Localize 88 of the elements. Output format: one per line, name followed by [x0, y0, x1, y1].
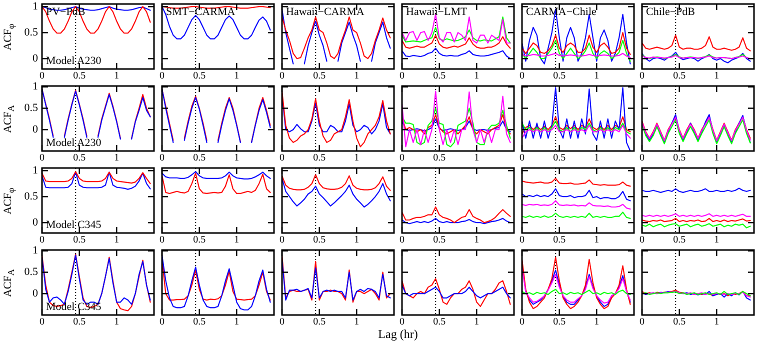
- x-tick-label: 0.5: [73, 70, 86, 82]
- x-tick-label: 0.5: [433, 152, 446, 164]
- x-tick-label: 1: [594, 152, 600, 164]
- x-tick-label: 0.5: [433, 70, 446, 82]
- x-tick-label: 1: [114, 70, 120, 82]
- x-tick-label: 1: [714, 234, 720, 246]
- x-tick-label: 0: [280, 316, 284, 328]
- x-tick-label: 0.5: [673, 70, 686, 82]
- chart-title: SMT−CARMA: [166, 6, 236, 18]
- x-tick-label: 0: [520, 316, 524, 328]
- y-tick-label: 0.5: [24, 190, 38, 202]
- annotation: Model A230: [46, 55, 102, 67]
- chart-title: Chile−PdB: [646, 6, 695, 18]
- x-tick-label: 0: [520, 152, 524, 164]
- y-tick-label: 1: [32, 244, 38, 257]
- x-tick-label: 0: [400, 316, 404, 328]
- chart-title: Hawaii−CARMA: [286, 6, 364, 18]
- x-tick-label: 0.5: [313, 152, 326, 164]
- x-tick-label: 0: [160, 70, 164, 82]
- x-tick-label: 0: [280, 234, 284, 246]
- x-tick-label: 1: [594, 234, 600, 246]
- x-tick-label: 1: [234, 316, 240, 328]
- x-tick-label: 0: [400, 234, 404, 246]
- x-tick-label: 0.5: [673, 234, 686, 246]
- x-tick-label: 0: [280, 152, 284, 164]
- x-tick-label: 1: [474, 152, 480, 164]
- x-tick-label: 0.5: [73, 316, 86, 328]
- x-tick-label: 1: [114, 234, 120, 246]
- y-tick-label: 0.5: [24, 266, 38, 278]
- x-tick-label: 1: [594, 316, 600, 328]
- x-tick-label: 0.5: [553, 316, 566, 328]
- x-tick-label: 0: [400, 152, 404, 164]
- x-tick-label: 1: [474, 316, 480, 328]
- x-tick-label: 0: [520, 234, 524, 246]
- x-tick-label: 0: [160, 152, 164, 164]
- x-tick-label: 0: [160, 316, 164, 328]
- x-tick-label: 0.5: [313, 70, 326, 82]
- y-tick-label: 0: [32, 216, 38, 228]
- x-tick-label: 0.5: [553, 152, 566, 164]
- chart-title: Hawaii−LMT: [406, 6, 468, 18]
- x-tick-label: 0.5: [553, 234, 566, 246]
- x-tick-label: 1: [354, 152, 360, 164]
- x-tick-label: 0.5: [73, 234, 86, 246]
- x-tick-label: 0.5: [193, 234, 206, 246]
- annotation: Model C345: [46, 219, 102, 231]
- x-axis-title: Lag (hr): [378, 327, 418, 342]
- x-tick-label: 1: [114, 316, 120, 328]
- y-tick-label: 0: [32, 124, 38, 136]
- x-tick-label: 0.5: [433, 316, 446, 328]
- x-tick-label: 0.5: [313, 234, 326, 246]
- x-tick-label: 1: [114, 152, 120, 164]
- x-tick-label: 0.5: [193, 70, 206, 82]
- x-tick-label: 1: [714, 152, 720, 164]
- y-tick-label: 1: [32, 164, 38, 176]
- x-tick-label: 0: [280, 70, 284, 82]
- x-tick-label: 0: [520, 70, 524, 82]
- x-tick-label: 1: [714, 70, 720, 82]
- x-tick-label: 0: [640, 70, 644, 82]
- x-tick-label: 0: [640, 316, 644, 328]
- x-tick-label: 0.5: [313, 316, 326, 328]
- x-tick-label: 0.5: [73, 152, 86, 164]
- x-tick-label: 0.5: [193, 316, 206, 328]
- x-tick-label: 1: [474, 70, 480, 82]
- x-tick-label: 0.5: [193, 152, 206, 164]
- x-tick-label: 1: [474, 234, 480, 246]
- x-tick-label: 0: [160, 234, 164, 246]
- x-tick-label: 0: [640, 234, 644, 246]
- x-tick-label: 1: [234, 152, 240, 164]
- x-tick-label: 1: [354, 70, 360, 82]
- x-tick-label: 1: [594, 70, 600, 82]
- x-tick-label: 0.5: [673, 316, 686, 328]
- x-tick-label: 0: [400, 70, 404, 82]
- x-tick-label: 0.5: [433, 234, 446, 246]
- x-tick-label: 0.5: [673, 152, 686, 164]
- y-tick-label: 1: [32, 0, 38, 12]
- y-tick-label: 0.5: [24, 102, 38, 114]
- x-tick-label: 1: [234, 234, 240, 246]
- y-tick-label: 0.5: [24, 26, 38, 38]
- x-tick-label: 0: [640, 152, 644, 164]
- x-tick-label: 0.5: [553, 70, 566, 82]
- y-tick-label: 0: [32, 288, 38, 300]
- x-tick-label: 1: [354, 234, 360, 246]
- x-tick-label: 1: [234, 70, 240, 82]
- annotation: Model A230: [46, 137, 102, 149]
- x-tick-label: 1: [354, 316, 360, 328]
- y-tick-label: 1: [32, 80, 38, 93]
- x-tick-label: 1: [714, 316, 720, 328]
- y-tick-label: 0: [32, 52, 38, 64]
